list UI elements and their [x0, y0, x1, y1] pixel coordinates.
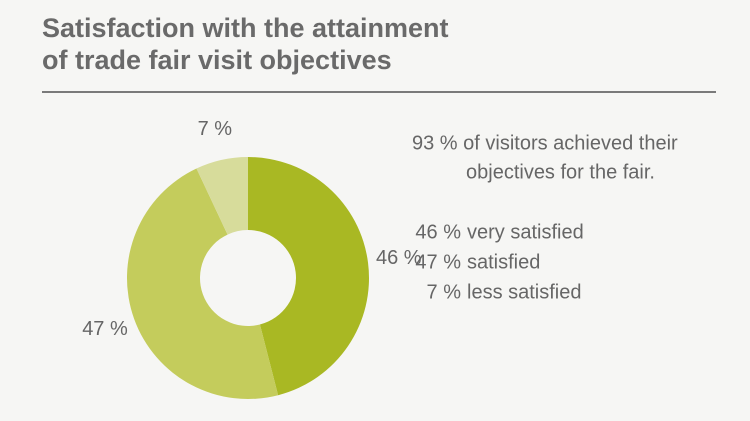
- donut-slice: [248, 157, 369, 396]
- donut-slice: [127, 168, 279, 399]
- slice-label: 7 %: [198, 118, 233, 140]
- annotation: objectives for the fair.: [466, 161, 655, 183]
- chart-title: Satisfaction with the attainment: [42, 13, 449, 43]
- legend-value: 46 %: [415, 221, 461, 243]
- chart-title: of trade fair visit objectives: [42, 45, 392, 75]
- slice-label: 46 %: [376, 247, 422, 269]
- legend-value: 47 %: [415, 251, 461, 273]
- slice-label: 47 %: [82, 318, 128, 340]
- legend-label: very satisfied: [467, 221, 584, 243]
- legend-value: 7 %: [427, 281, 462, 303]
- legend-label: satisfied: [467, 251, 540, 273]
- legend-label: less satisfied: [467, 281, 582, 303]
- annotation: 93 % of visitors achieved their: [412, 132, 678, 154]
- donut-slice: [196, 157, 248, 235]
